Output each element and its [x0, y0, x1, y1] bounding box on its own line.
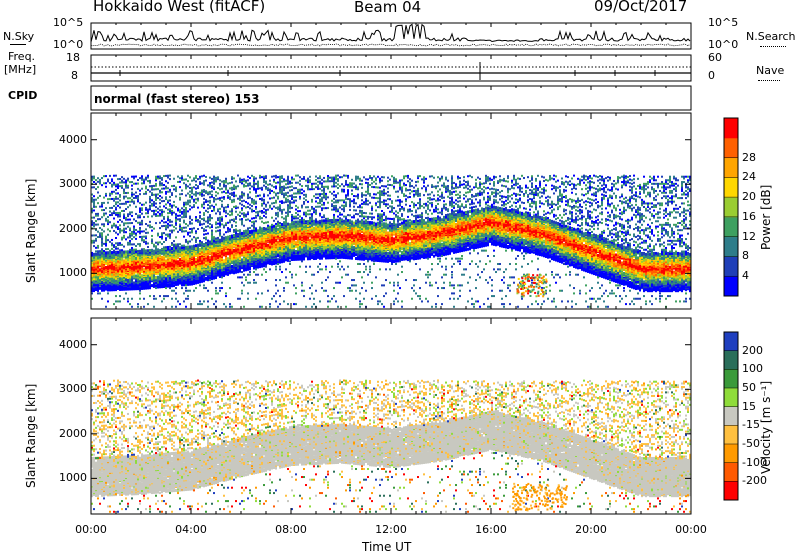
cpid-label: CPID	[8, 89, 37, 102]
power-colorbar-tick-label: 16	[742, 210, 756, 223]
power-ytick-label: 3000	[59, 177, 87, 190]
power-panel	[91, 174, 691, 308]
nsky-tick-low: 10^0	[53, 38, 83, 51]
nsky-label: N.Sky	[3, 30, 34, 43]
power-ytick-label: 4000	[59, 133, 87, 146]
nsky-tick-high: 10^5	[53, 16, 83, 29]
power-colorbar-cell	[724, 197, 738, 218]
nave-tick-high: 60	[708, 51, 722, 64]
freq-unit: [MHz]	[4, 63, 36, 76]
power-colorbar-tick-label: 24	[742, 170, 756, 183]
date-title: 09/Oct/2017	[594, 0, 687, 15]
velocity-colorbar-cell	[724, 332, 738, 352]
nave-line-legend	[758, 80, 780, 81]
power-colorbar-tick-label: 8	[742, 249, 749, 262]
station-title: Hokkaido West (fitACF)	[93, 0, 265, 15]
nsearch-trace	[90, 43, 691, 47]
velocity-ytick-label: 3000	[59, 382, 87, 395]
x-tick-label: 08:00	[273, 523, 309, 536]
power-colorbar-cell	[724, 137, 738, 159]
nsearch-tick-low: 10^0	[708, 38, 738, 51]
x-tick-label: 12:00	[373, 523, 409, 536]
x-tick-label: 04:00	[173, 523, 209, 536]
velocity-colorbar-tick-label: -200	[742, 474, 767, 487]
velocity-colorbar-cell	[724, 425, 738, 445]
nsearch-label: N.Search	[746, 30, 796, 43]
nave-label: Nave	[756, 64, 784, 77]
velocity-colorbar-tick-label: 15	[742, 400, 756, 413]
velocity-colorbar-cell	[724, 406, 738, 426]
axes	[90, 23, 692, 515]
nsearch-line-legend	[760, 46, 786, 47]
power-colorbar-tick-label: 20	[742, 190, 756, 203]
power-colorbar-frame	[723, 117, 739, 297]
velocity-colorbar-tick-label: 50	[742, 381, 756, 394]
velocity-ytick-label: 4000	[59, 338, 87, 351]
power-colorbar-cell	[724, 177, 738, 198]
power-ytick-label: 2000	[59, 222, 87, 235]
velocity-colorbar-cell	[724, 369, 738, 389]
power-colorbar-tick-label: 28	[742, 151, 756, 164]
x-axis-label: Time UT	[362, 540, 411, 554]
power-colorbar-tick-label: 12	[742, 230, 756, 243]
colorbars	[723, 117, 739, 501]
x-tick-label: 00:00	[673, 523, 709, 536]
top-status-panels	[90, 22, 692, 111]
velocity-colorbar-cell	[724, 462, 738, 482]
velocity-colorbar-cell	[724, 481, 738, 501]
velocity-ylabel: Slant Range [km]	[24, 384, 38, 488]
freq-tick-low: 8	[71, 69, 78, 82]
velocity-ytick-label: 2000	[59, 427, 87, 440]
nsearch-tick-high: 10^5	[708, 16, 738, 29]
velocity-colorbar-cell	[724, 388, 738, 408]
nsky-trace	[90, 23, 691, 43]
power-colorbar-cell	[724, 157, 738, 178]
velocity-colorbar-tick-label: -50	[742, 437, 760, 450]
velocity-colorbar-cell	[724, 444, 738, 464]
velocity-panel	[91, 379, 691, 513]
power-colorbar-label: Power [dB]	[759, 185, 773, 250]
cpid-text: normal (fast stereo) 153	[94, 92, 260, 106]
velocity-colorbar-tick-label: -100	[742, 456, 767, 469]
power-colorbar-cell	[724, 256, 738, 277]
power-colorbar-cell	[724, 216, 738, 238]
velocity-ytick-label: 1000	[59, 471, 87, 484]
x-tick-label: 16:00	[473, 523, 509, 536]
power-ylabel: Slant Range [km]	[24, 179, 38, 283]
power-colorbar-cell	[724, 236, 738, 257]
power-ytick-label: 1000	[59, 266, 87, 279]
velocity-colorbar-tick-label: 200	[742, 344, 763, 357]
velocity-colorbar-tick-label: 100	[742, 362, 763, 375]
freq-tick-high: 18	[66, 51, 80, 64]
power-colorbar-cell	[724, 276, 738, 297]
velocity-colorbar-frame	[723, 331, 739, 501]
x-tick-label: 20:00	[573, 523, 609, 536]
velocity-colorbar-tick-label: -15	[742, 418, 760, 431]
power-colorbar-tick-label: 4	[742, 269, 749, 282]
x-tick-label: 00:00	[73, 523, 109, 536]
beam-title: Beam 04	[354, 0, 421, 16]
velocity-colorbar-cell	[724, 350, 738, 370]
nsky-line-legend	[10, 44, 26, 45]
nave-tick-low: 0	[708, 69, 715, 82]
freq-label: Freq.	[8, 50, 35, 63]
power-colorbar-cell	[724, 118, 738, 139]
